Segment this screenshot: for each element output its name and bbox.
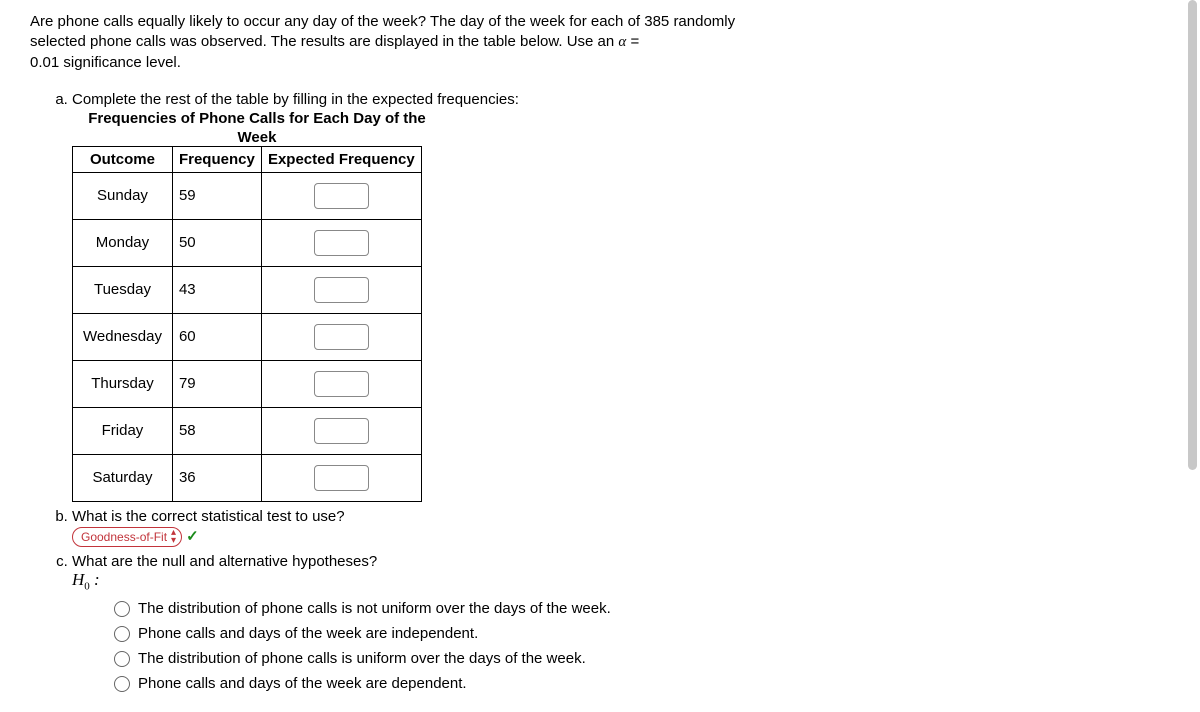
frequency-cell: 59 bbox=[172, 172, 261, 219]
table-row: Thursday79 bbox=[73, 360, 422, 407]
radio-label: The distribution of phone calls is unifo… bbox=[138, 650, 586, 667]
table-row: Tuesday43 bbox=[73, 266, 422, 313]
radio-option[interactable]: Phone calls and days of the week are dep… bbox=[114, 675, 1170, 692]
outcome-cell: Sunday bbox=[73, 172, 173, 219]
th-expected: Expected Frequency bbox=[261, 146, 421, 172]
outcome-cell: Wednesday bbox=[73, 313, 173, 360]
outcome-cell: Friday bbox=[73, 407, 173, 454]
expected-cell bbox=[261, 266, 421, 313]
scrollbar[interactable] bbox=[1186, 0, 1198, 707]
outcome-cell: Tuesday bbox=[73, 266, 173, 313]
check-icon: ✓ bbox=[186, 528, 199, 545]
expected-cell bbox=[261, 313, 421, 360]
expected-cell bbox=[261, 360, 421, 407]
th-frequency: Frequency bbox=[172, 146, 261, 172]
radio-icon bbox=[114, 676, 130, 692]
radio-label: Phone calls and days of the week are dep… bbox=[138, 675, 467, 692]
part-c-prompt: What are the null and alternative hypoth… bbox=[72, 553, 377, 570]
expected-frequency-input[interactable] bbox=[314, 230, 369, 256]
frequency-cell: 60 bbox=[172, 313, 261, 360]
test-select[interactable]: Goodness-of-Fit ▴▾ bbox=[72, 527, 182, 547]
radio-icon bbox=[114, 651, 130, 667]
table-row: Monday50 bbox=[73, 219, 422, 266]
expected-cell bbox=[261, 407, 421, 454]
table-title-1: Frequencies of Phone Calls for Each Day … bbox=[72, 110, 442, 127]
frequency-cell: 43 bbox=[172, 266, 261, 313]
outcome-cell: Saturday bbox=[73, 454, 173, 501]
table-row: Sunday59 bbox=[73, 172, 422, 219]
scrollbar-thumb[interactable] bbox=[1188, 0, 1197, 470]
radio-label: The distribution of phone calls is not u… bbox=[138, 600, 611, 617]
outcome-cell: Thursday bbox=[73, 360, 173, 407]
expected-cell bbox=[261, 454, 421, 501]
expected-cell bbox=[261, 219, 421, 266]
part-a: Complete the rest of the table by fillin… bbox=[72, 91, 1170, 502]
question-intro: Are phone calls equally likely to occur … bbox=[30, 12, 1170, 73]
radio-icon bbox=[114, 626, 130, 642]
updown-icon: ▴▾ bbox=[171, 529, 176, 545]
h0-label: H0 : bbox=[72, 570, 100, 589]
expected-frequency-input[interactable] bbox=[314, 465, 369, 491]
radio-option[interactable]: The distribution of phone calls is not u… bbox=[114, 600, 1170, 617]
test-select-value: Goodness-of-Fit bbox=[81, 530, 167, 544]
expected-cell bbox=[261, 172, 421, 219]
part-a-prompt: Complete the rest of the table by fillin… bbox=[72, 91, 519, 108]
radio-icon bbox=[114, 601, 130, 617]
part-b: What is the correct statistical test to … bbox=[72, 508, 1170, 547]
table-row: Saturday36 bbox=[73, 454, 422, 501]
intro-eq: = bbox=[626, 33, 639, 50]
expected-frequency-input[interactable] bbox=[314, 371, 369, 397]
frequency-cell: 36 bbox=[172, 454, 261, 501]
h0-options: The distribution of phone calls is not u… bbox=[72, 600, 1170, 692]
intro-text-1: Are phone calls equally likely to occur … bbox=[30, 13, 735, 30]
expected-frequency-input[interactable] bbox=[314, 418, 369, 444]
table-title-2: Week bbox=[72, 129, 442, 146]
radio-option[interactable]: The distribution of phone calls is unifo… bbox=[114, 650, 1170, 667]
th-outcome: Outcome bbox=[73, 146, 173, 172]
intro-text-3: 0.01 significance level. bbox=[30, 54, 181, 71]
outcome-cell: Monday bbox=[73, 219, 173, 266]
part-c: What are the null and alternative hypoth… bbox=[72, 553, 1170, 692]
radio-option[interactable]: Phone calls and days of the week are ind… bbox=[114, 625, 1170, 642]
frequency-cell: 79 bbox=[172, 360, 261, 407]
intro-text-2: selected phone calls was observed. The r… bbox=[30, 33, 618, 50]
expected-frequency-input[interactable] bbox=[314, 324, 369, 350]
frequency-table: Outcome Frequency Expected Frequency Sun… bbox=[72, 146, 422, 502]
part-b-prompt: What is the correct statistical test to … bbox=[72, 508, 345, 525]
radio-label: Phone calls and days of the week are ind… bbox=[138, 625, 478, 642]
expected-frequency-input[interactable] bbox=[314, 277, 369, 303]
table-row: Wednesday60 bbox=[73, 313, 422, 360]
table-row: Friday58 bbox=[73, 407, 422, 454]
expected-frequency-input[interactable] bbox=[314, 183, 369, 209]
frequency-cell: 58 bbox=[172, 407, 261, 454]
frequency-cell: 50 bbox=[172, 219, 261, 266]
